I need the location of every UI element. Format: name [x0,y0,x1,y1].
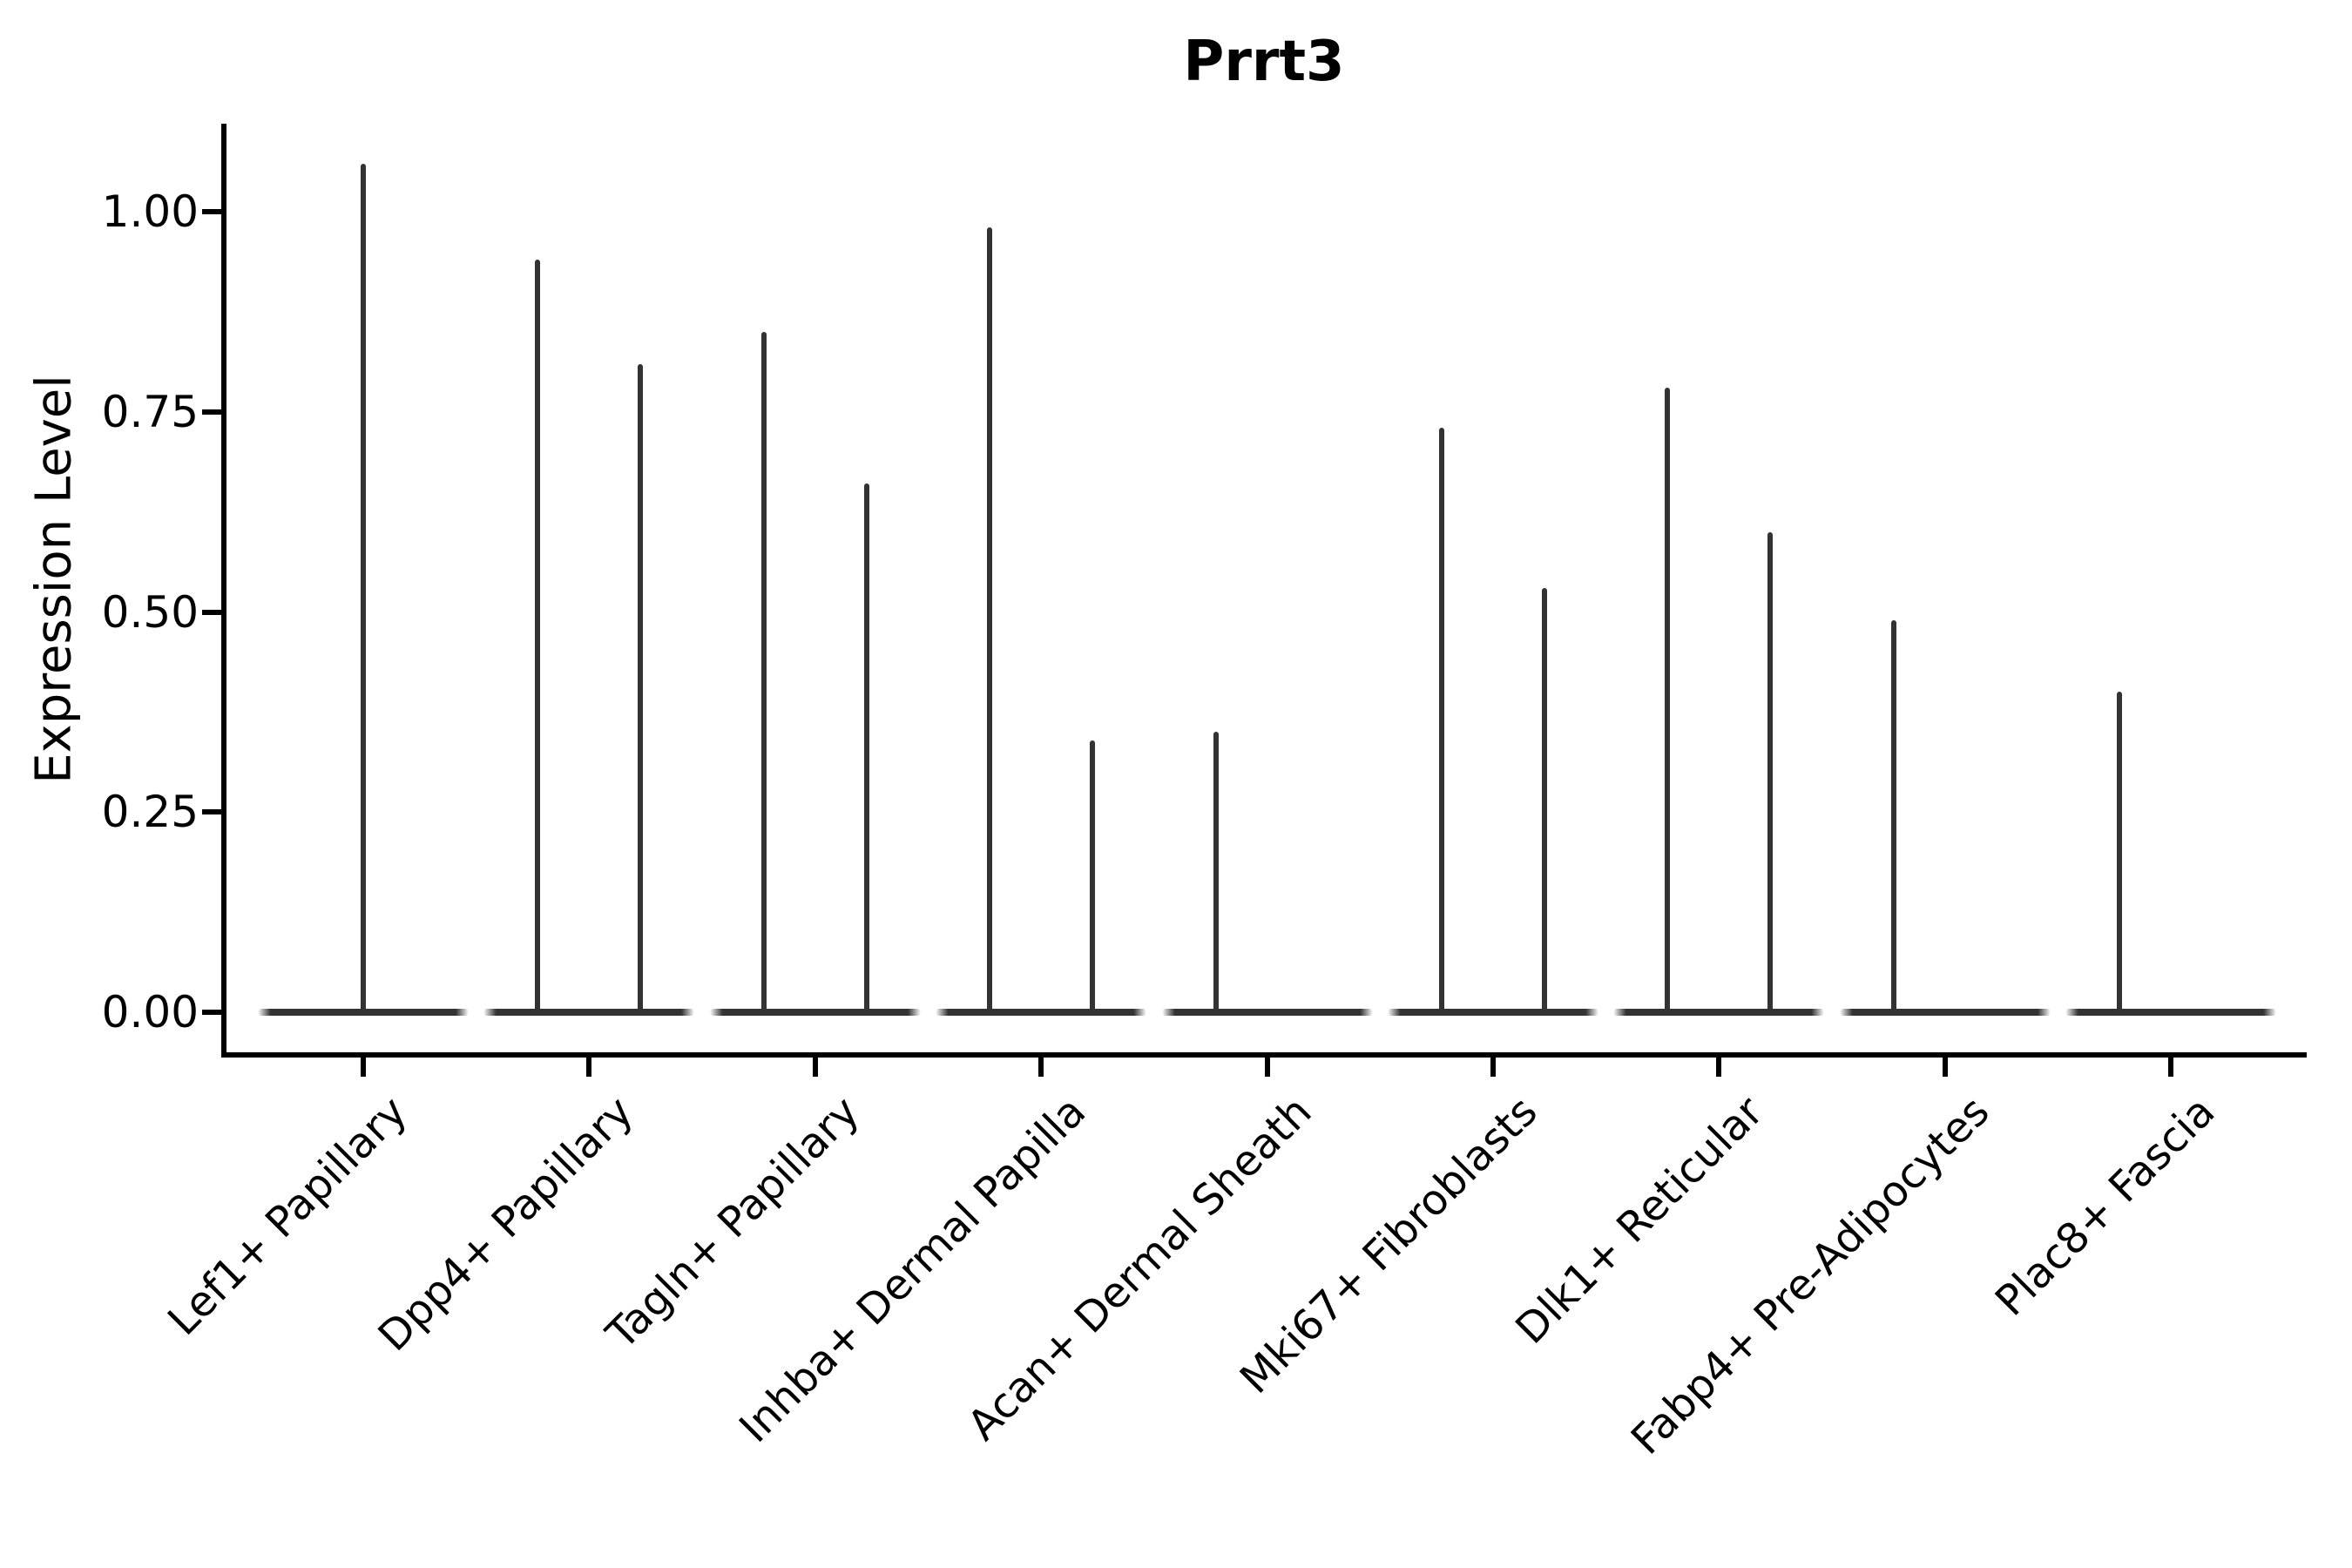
violin-baseline [483,1009,695,1016]
y-tick-label: 0.00 [101,987,199,1037]
x-tick [1942,1058,1948,1077]
y-tick [202,409,221,415]
x-tick-label: Lef1+ Papillary [159,1087,417,1345]
x-tick [1038,1058,1044,1077]
x-tick-label: Plac8+ Fascia [1986,1087,2225,1326]
violin-tail [361,163,366,1014]
violin-tail [1890,619,1896,1014]
x-axis-spine [221,1052,2307,1058]
violin-tail [1090,740,1096,1014]
violin-baseline [1613,1009,1825,1016]
x-tick-label: Fabp4+ Pre-Adipocytes [1621,1087,1999,1464]
x-tick [586,1058,592,1077]
y-tick-label: 1.00 [101,186,199,237]
violin-tail [760,331,767,1014]
violin-tail [535,260,541,1014]
violin-tail [1665,388,1671,1014]
violin-tail [987,227,993,1014]
y-tick [202,609,221,615]
y-tick-label: 0.50 [101,586,199,638]
x-tick [1490,1058,1496,1077]
violin-baseline [1387,1009,1598,1016]
x-tick [361,1058,366,1077]
x-tick [812,1058,818,1077]
violin-tail [1767,531,1774,1014]
violin-baseline [2065,1009,2276,1016]
violin-tail [1213,732,1219,1014]
violin-baseline [1161,1009,1373,1016]
violin-tail [863,483,869,1014]
y-tick [202,209,221,214]
violin-tail [2117,692,2122,1014]
violin-baseline [1839,1009,2051,1016]
y-tick-label: 0.75 [101,386,199,437]
violin-tail [1541,587,1547,1014]
x-tick [1716,1058,1722,1077]
x-tick-label: Tagln+ Papillary [597,1087,869,1359]
violin-baseline [936,1009,1147,1016]
violin-tail [1438,428,1444,1014]
violin-baseline [709,1009,921,1016]
x-tick-label: Dlk1+ Reticular [1506,1087,1773,1354]
x-tick [2168,1058,2173,1077]
chart-title: Prrt3 [1183,30,1345,94]
y-tick [202,809,221,815]
y-tick-label: 0.25 [101,787,199,838]
y-axis-spine [221,124,226,1058]
y-tick [202,1010,221,1015]
x-tick [1264,1058,1270,1077]
violin-tail [638,363,644,1014]
